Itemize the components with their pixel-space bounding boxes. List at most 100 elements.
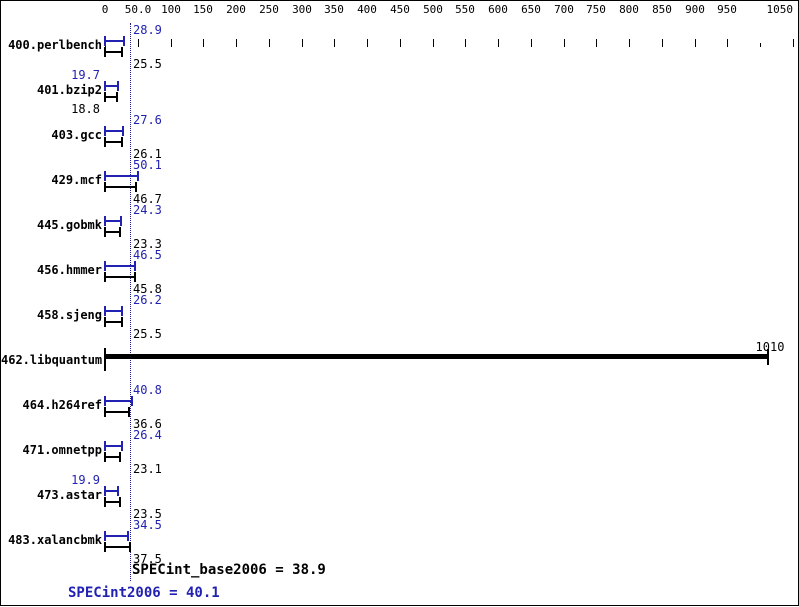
benchmark-name: 464.h264ref (22, 398, 102, 412)
x-tick (531, 39, 532, 47)
peak-bar-startcap (104, 306, 106, 316)
benchmark-name: 458.sjeng (36, 308, 102, 322)
peak-bar-endcap (123, 36, 125, 46)
x-axis: 0 50.0 100 150 200 250 300 350 400 450 500 550 600 65… (1, 1, 799, 51)
x-tick (138, 39, 139, 47)
peak-bar (105, 40, 124, 42)
x-tick-label: 950 (717, 3, 737, 16)
x-tick-label: 50.0 (124, 3, 152, 16)
benchmark-name: 400.perlbench (8, 38, 102, 52)
peak-bar (105, 310, 122, 312)
base-value-label: 46.7 (133, 192, 162, 206)
peak-value-label: 46.5 (133, 248, 162, 262)
base-bar-startcap (104, 47, 106, 57)
x-tick-label: 850 (652, 3, 672, 16)
x-tick (236, 39, 237, 47)
summary-peak-score: SPECint2006 = 40.1 (68, 585, 220, 601)
peak-bar-endcap (117, 486, 119, 496)
x-tick (564, 39, 565, 47)
x-tick-label: 200 (226, 3, 246, 16)
x-tick-label: 350 (324, 3, 344, 16)
merged-bar-endcap (767, 349, 769, 365)
base-bar-startcap (104, 227, 106, 237)
base-value-label: 23.5 (133, 507, 162, 521)
x-tick-label: 250 (259, 3, 279, 16)
base-value-label: 36.6 (133, 417, 162, 431)
base-bar (105, 411, 129, 413)
base-bar (105, 546, 130, 548)
merged-value-label: 1010 (755, 340, 785, 354)
x-tick (695, 39, 696, 47)
x-tick-label: 500 (423, 3, 443, 16)
benchmark-name: 456.hmmer (36, 263, 102, 277)
peak-value-label: 40.8 (133, 383, 162, 397)
base-bar-startcap (104, 272, 106, 282)
x-tick (269, 39, 270, 47)
benchmark-name: 483.xalancbmk (8, 533, 102, 547)
peak-bar-startcap (104, 36, 106, 46)
peak-bar-startcap (104, 171, 106, 181)
base-bar-startcap (104, 92, 106, 102)
peak-value-label: 26.4 (133, 428, 162, 442)
base-bar-endcap (121, 47, 123, 57)
base-bar (105, 141, 122, 143)
base-bar-endcap (119, 227, 121, 237)
x-tick (498, 39, 499, 47)
base-bar-endcap (135, 182, 137, 192)
base-bar (105, 321, 122, 323)
x-tick (465, 39, 466, 47)
benchmark-name: 471.omnetpp (22, 443, 102, 457)
base-bar-startcap (104, 407, 106, 417)
base-bar (105, 96, 117, 98)
benchmark-name: 429.mcf (51, 173, 102, 187)
reference-line (130, 23, 131, 581)
base-value-label: 25.5 (133, 57, 162, 71)
x-tick-label: 0 (101, 3, 109, 16)
peak-bar-endcap (137, 171, 139, 181)
peak-bar-endcap (131, 396, 133, 406)
x-tick (334, 39, 335, 47)
base-bar (105, 51, 122, 53)
x-tick (793, 39, 794, 47)
peak-bar-startcap (104, 441, 106, 451)
base-bar-endcap (121, 317, 123, 327)
merged-bar (105, 354, 769, 359)
x-tick (171, 39, 172, 47)
x-tick (302, 39, 303, 47)
peak-value-label: 50.1 (133, 158, 162, 172)
base-bar-startcap (104, 317, 106, 327)
peak-bar-endcap (117, 81, 119, 91)
x-tick-label: 700 (554, 3, 574, 16)
peak-bar-startcap (104, 486, 106, 496)
base-bar (105, 276, 135, 278)
benchmark-name: 462.libquantum (1, 353, 103, 367)
peak-bar-endcap (121, 441, 123, 451)
base-bar-startcap (104, 452, 106, 462)
x-tick-label: 900 (685, 3, 705, 16)
x-tick-label: 600 (488, 3, 508, 16)
x-tick (596, 39, 597, 47)
base-bar-endcap (121, 137, 123, 147)
base-bar-startcap (104, 182, 106, 192)
base-bar (105, 231, 120, 233)
benchmark-name: 401.bzip2 (36, 83, 102, 97)
base-value-label: 18.8 (71, 102, 100, 116)
x-tick-label: 650 (521, 3, 541, 16)
base-bar-endcap (134, 272, 136, 282)
peak-bar (105, 85, 118, 87)
peak-bar (105, 400, 132, 402)
peak-value-label: 34.5 (133, 518, 162, 532)
benchmark-name: 445.gobmk (36, 218, 102, 232)
base-bar-endcap (128, 407, 130, 417)
x-tick-label: 800 (619, 3, 639, 16)
x-tick (433, 39, 434, 47)
summary-base-score: SPECint_base2006 = 38.9 (132, 562, 326, 578)
peak-bar-endcap (127, 531, 129, 541)
base-value-label: 25.5 (133, 327, 162, 341)
peak-bar-startcap (104, 396, 106, 406)
peak-bar-endcap (134, 261, 136, 271)
base-value-label: 26.1 (133, 147, 162, 161)
peak-bar-startcap (104, 261, 106, 271)
